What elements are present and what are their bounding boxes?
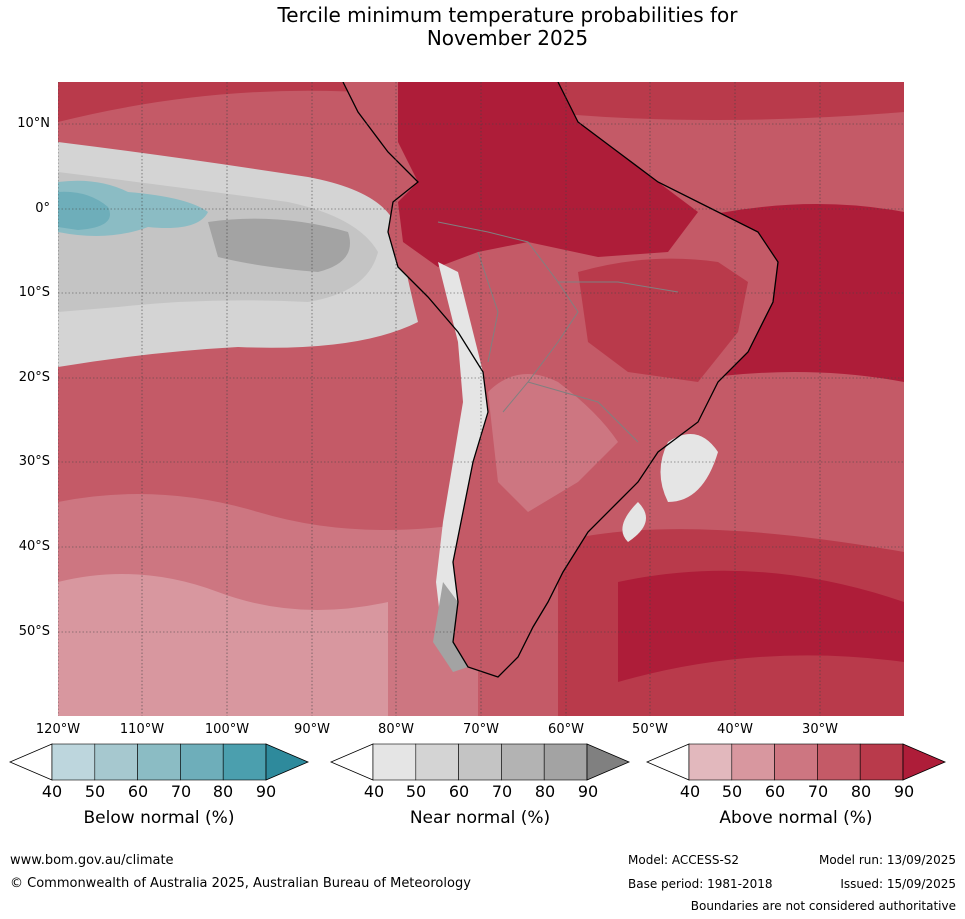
lon-label-120w: 120°W	[35, 722, 81, 737]
bom-climate-link[interactable]: www.bom.gov.au/climate	[10, 853, 174, 868]
boundary-disclaimer: Boundaries are not considered authoritat…	[690, 899, 956, 913]
above-normal-tick: 90	[893, 782, 915, 801]
below-normal-extend-low	[8, 743, 53, 781]
lon-label-30w: 30°W	[802, 722, 838, 737]
lon-label-60w: 60°W	[548, 722, 584, 737]
below-normal-core	[58, 191, 110, 230]
below-normal-extend-high	[265, 743, 310, 781]
lat-label-40s: 40°S	[18, 539, 50, 554]
near-normal-swatches	[372, 743, 588, 781]
lon-label-40w: 40°W	[717, 722, 753, 737]
model-run-date: Model run: 13/09/2025	[818, 853, 956, 867]
above-normal-tick: 70	[807, 782, 829, 801]
lat-label-0: 0°	[35, 201, 50, 216]
title-line-2: November 2025	[426, 26, 589, 50]
lat-label-20s: 20°S	[18, 370, 50, 385]
lat-label-50s: 50°S	[18, 624, 50, 639]
near-normal-swatch	[415, 743, 459, 781]
above-normal-tick: 60	[764, 782, 786, 801]
above-normal-swatch	[774, 743, 818, 781]
lon-label-100w: 100°W	[204, 722, 250, 737]
near-normal-tick: 70	[491, 782, 513, 801]
near-normal-extend-high	[586, 743, 631, 781]
issued-date: Issued: 15/09/2025	[840, 877, 956, 891]
lon-label-50w: 50°W	[632, 722, 668, 737]
below-normal-swatch	[180, 743, 224, 781]
lon-label-90w: 90°W	[294, 722, 330, 737]
above-normal-tick: 40	[679, 782, 701, 801]
above-normal-extend-low	[645, 743, 690, 781]
graticule	[58, 82, 904, 716]
near-normal-region-core	[208, 218, 350, 272]
south-atlantic-dark-band	[618, 570, 904, 682]
above-normal-label: Above normal (%)	[719, 808, 873, 828]
above-normal-swatch	[688, 743, 733, 781]
near-normal-tick: 80	[534, 782, 556, 801]
andes-strip	[436, 262, 488, 642]
near-normal-label: Near normal (%)	[409, 808, 551, 828]
map-title: Tercile minimum temperature probabilitie…	[0, 4, 965, 50]
near-normal-swatch	[501, 743, 545, 781]
below-normal-tick: 50	[84, 782, 106, 801]
country-borders	[437, 221, 679, 443]
atlantic-white-patch	[660, 434, 718, 502]
below-normal-tick: 80	[212, 782, 234, 801]
lat-label-10n: 10°N	[17, 116, 50, 131]
below-normal-swatch	[94, 743, 138, 781]
above-normal-tick: 50	[721, 782, 743, 801]
near-normal-swatch	[372, 743, 417, 781]
rio-de-la-plata-patch	[622, 502, 646, 542]
lon-label-110w: 110°W	[119, 722, 165, 737]
brazil-region	[578, 258, 748, 382]
below-normal-swatch	[51, 743, 96, 781]
south-pacific-light-band	[58, 574, 388, 716]
near-normal-colorbar	[329, 743, 631, 781]
above-normal-swatch	[731, 743, 775, 781]
lon-label-80w: 80°W	[378, 722, 414, 737]
near-normal-tick: 40	[363, 782, 385, 801]
model-name: Model: ACCESS-S2	[628, 853, 740, 867]
above-normal-swatch	[817, 743, 861, 781]
near-normal-swatch	[458, 743, 502, 781]
near-normal-tick: 60	[448, 782, 470, 801]
probability-map	[58, 82, 904, 716]
below-normal-swatch	[137, 743, 181, 781]
copyright-text: © Commonwealth of Australia 2025, Austra…	[10, 876, 471, 891]
title-line-1: Tercile minimum temperature probabilitie…	[277, 3, 738, 27]
below-normal-tick: 90	[255, 782, 277, 801]
below-normal-label: Below normal (%)	[83, 808, 235, 828]
below-normal-swatch	[222, 743, 267, 781]
below-normal-tick: 70	[170, 782, 192, 801]
patagonia-grey	[433, 582, 468, 672]
lat-label-10s: 10°S	[18, 285, 50, 300]
near-normal-tick: 50	[405, 782, 427, 801]
below-normal-swatches	[51, 743, 267, 781]
lat-label-30s: 30°S	[18, 454, 50, 469]
above-normal-extend-high	[902, 743, 947, 781]
below-normal-tick: 40	[41, 782, 63, 801]
near-normal-swatch	[543, 743, 588, 781]
lon-label-70w: 70°W	[463, 722, 499, 737]
below-normal-colorbar	[8, 743, 310, 781]
near-normal-tick: 90	[577, 782, 599, 801]
above-normal-swatches	[688, 743, 904, 781]
above-normal-swatch	[859, 743, 904, 781]
base-period: Base period: 1981-2018	[628, 877, 773, 891]
above-normal-colorbar	[645, 743, 947, 781]
central-region	[488, 374, 618, 512]
below-normal-tick: 60	[127, 782, 149, 801]
near-normal-extend-low	[329, 743, 374, 781]
above-normal-tick: 80	[850, 782, 872, 801]
amazon-region	[398, 82, 698, 267]
coastline	[342, 82, 779, 678]
